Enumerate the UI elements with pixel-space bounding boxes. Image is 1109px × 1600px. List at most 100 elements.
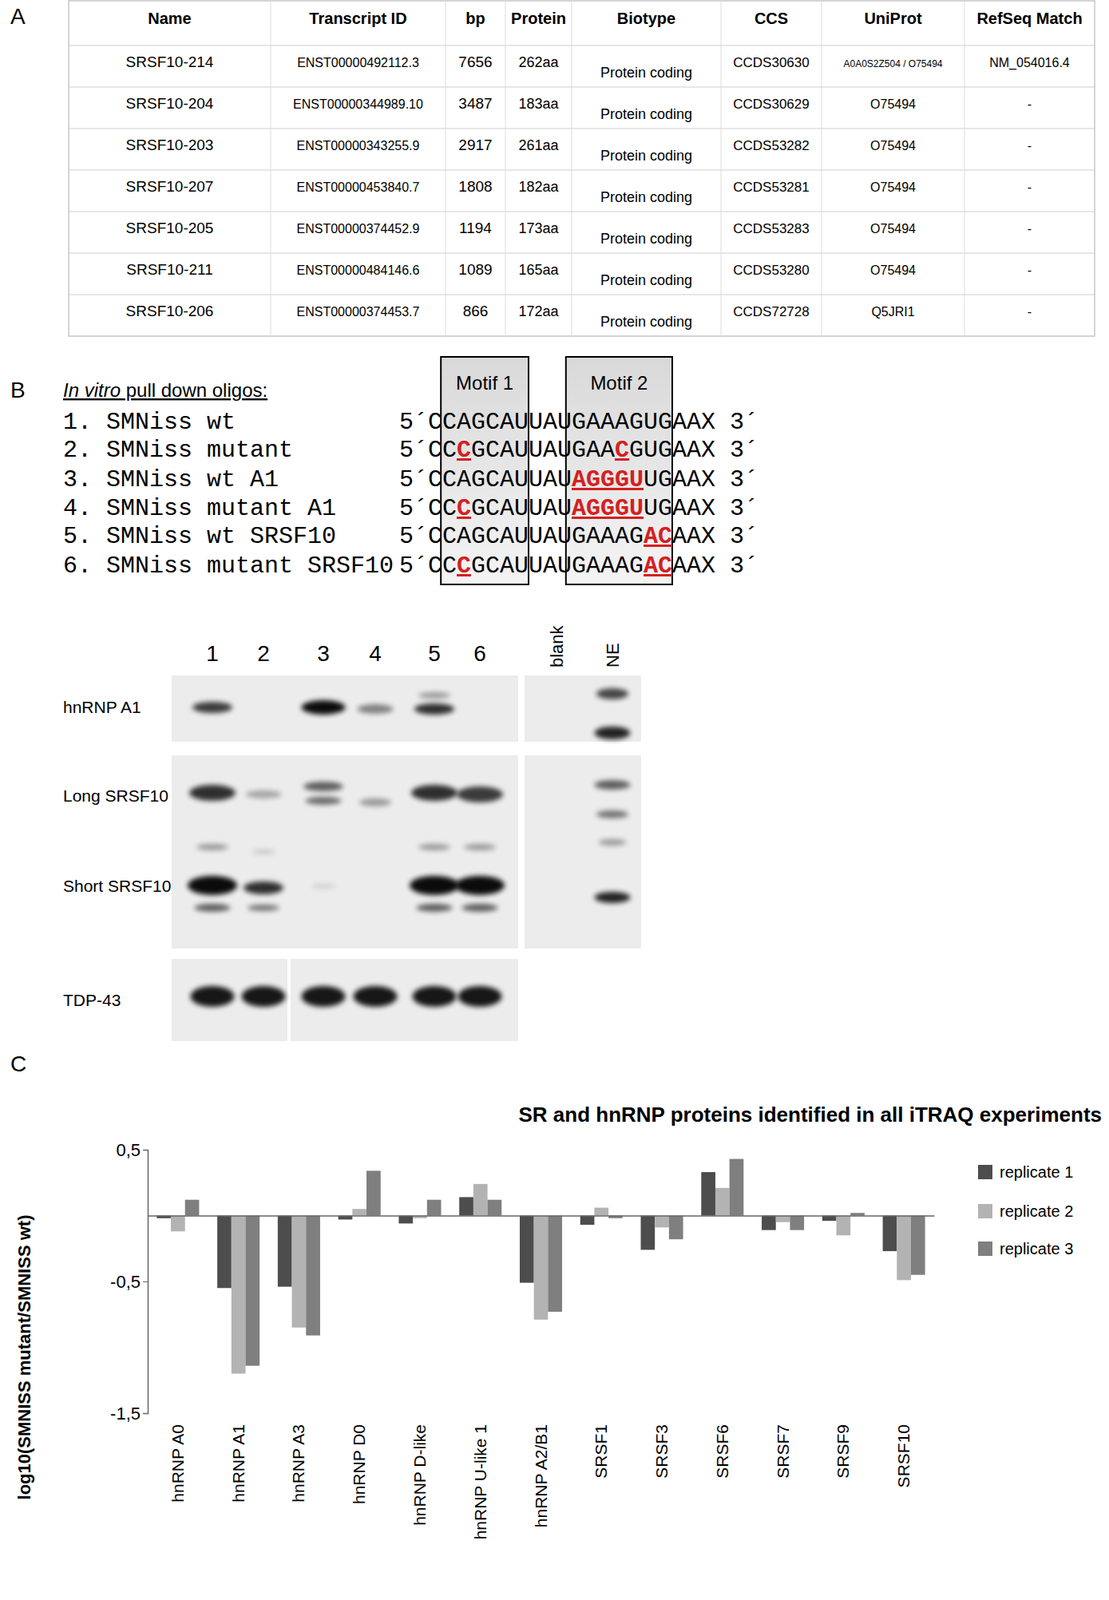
table-cell: Protein coding (600, 272, 693, 289)
lane-label: NE (602, 642, 623, 668)
blot-band (455, 875, 505, 896)
table-col-line (720, 0, 722, 337)
blot-band (409, 875, 460, 896)
table-cell: CCDS53283 (732, 221, 809, 237)
bar (896, 1215, 911, 1281)
blot-band (247, 904, 280, 911)
blot-band (190, 986, 235, 1007)
bar (352, 1208, 367, 1216)
bar (547, 1215, 563, 1312)
table-cell: NM_054016.4 (989, 55, 1070, 71)
y-tick-label: -0,5 (110, 1271, 141, 1292)
sequence-segment: 5´CCAGCAUUAUGAAAGUGAAX 3´ (399, 408, 759, 436)
oligo-sequence: 5´CCAGCAUUAUAGGGUUGAAX 3´ (399, 466, 759, 494)
table-cell: 262aa (518, 54, 559, 71)
oligo-number: 4. (63, 495, 92, 523)
bar (701, 1172, 716, 1216)
bar (398, 1215, 413, 1224)
table-cell: O75494 (870, 97, 916, 111)
sequence-segment: 5´CC (399, 552, 457, 580)
bar (669, 1215, 684, 1240)
category-label: SRSF10 (894, 1424, 913, 1488)
table-cell: SRSF10-211 (126, 261, 213, 278)
bar (366, 1170, 381, 1216)
table-cell: - (1027, 138, 1032, 153)
oligo-name: SMNiss mutant A1 (106, 495, 337, 523)
blot-band (594, 891, 631, 904)
blot-membrane (171, 958, 288, 1042)
blot-band (462, 903, 499, 912)
bar (170, 1215, 186, 1232)
blot-membrane (524, 675, 642, 742)
x-axis (148, 1215, 935, 1217)
table-cell: 261aa (518, 137, 559, 154)
table-cell: ENST00000374453.7 (297, 304, 420, 319)
blot-band (418, 692, 451, 699)
lane-label: 4 (368, 641, 382, 666)
sequence-segment: AAX 3´ (672, 522, 759, 551)
table-cell: ENST00000343255.9 (297, 138, 420, 153)
table-cell: ENST00000344989.10 (293, 97, 424, 111)
lane-label: blank (546, 624, 567, 668)
table-cell: Protein coding (600, 106, 693, 123)
table-cell: Protein coding (600, 64, 693, 81)
table-cell: SRSF10-206 (126, 302, 214, 320)
mutated-bases: C (456, 436, 472, 464)
y-tick-label: -1,5 (110, 1403, 141, 1424)
blot-membrane (171, 675, 519, 742)
table-header: Transcript ID (308, 9, 407, 28)
oligo-number: 6. (63, 552, 92, 580)
table-row-line (68, 127, 1095, 129)
blot-band (245, 790, 282, 799)
table-col-line (821, 0, 823, 337)
blot-band (196, 843, 229, 851)
blot-row-label: Short SRSF10 (63, 876, 171, 896)
category-label: hnRNP A1 (229, 1424, 248, 1503)
table-cell: ENST00000484146.6 (297, 263, 420, 278)
table-header: bp (465, 9, 485, 28)
table-cell: 7656 (458, 53, 492, 71)
table-row-line (68, 335, 1095, 337)
category-label: hnRNP U-like 1 (471, 1424, 490, 1540)
panel-label: A (10, 3, 26, 29)
category-label: hnRNP D0 (349, 1424, 369, 1505)
oligo-name: SMNiss wt (106, 408, 236, 436)
table-cell: 183aa (518, 95, 559, 112)
blot-row-label: hnRNP A1 (63, 697, 142, 717)
oligo-heading-italic: In vitro (63, 379, 121, 401)
bar (729, 1159, 745, 1216)
table-cell: 2917 (458, 136, 492, 154)
bar (292, 1215, 307, 1328)
bar-chart: 0,5-0,5-1,5hnRNP A0hnRNP A1hnRNP A3hnRNP… (14, 1102, 1102, 1540)
table-cell: - (1027, 304, 1032, 319)
bar (305, 1215, 321, 1336)
blot-band (594, 780, 631, 790)
motif-label: Motif 2 (590, 372, 648, 394)
table-cell: CCDS30630 (732, 55, 809, 71)
table-row-line (68, 252, 1095, 254)
blot-band (194, 903, 231, 912)
bar (487, 1200, 503, 1216)
bar (231, 1215, 246, 1375)
table-header: Protein (510, 9, 567, 28)
legend-label: replicate 1 (999, 1163, 1074, 1181)
category-label: hnRNP A0 (168, 1424, 187, 1503)
oligo-number: 1. (63, 408, 92, 436)
sequence-segment: 5´CCAGCAUUAUGAAAG (399, 522, 644, 551)
blot-band (359, 798, 392, 807)
blot-band (251, 849, 276, 855)
lane-label: 2 (257, 641, 270, 666)
oligo-name: SMNiss wt SRSF10 (106, 522, 337, 551)
table-cell: O75494 (870, 221, 916, 236)
mutated-bases: AGGGU (571, 466, 644, 494)
table-cell: SRSF10-205 (126, 219, 214, 237)
transcript-table: NameTranscript IDbpProteinBiotypeCCSUniP… (68, 0, 1095, 337)
bar (789, 1215, 805, 1231)
legend-swatch (978, 1241, 993, 1256)
table-cell: SRSF10-204 (126, 95, 214, 112)
bar (910, 1215, 926, 1276)
table-cell: ENST00000374452.9 (297, 221, 420, 236)
table-cell: SRSF10-203 (126, 136, 214, 154)
category-label: hnRNP A3 (289, 1424, 308, 1503)
oligo-number: 5. (63, 522, 92, 551)
